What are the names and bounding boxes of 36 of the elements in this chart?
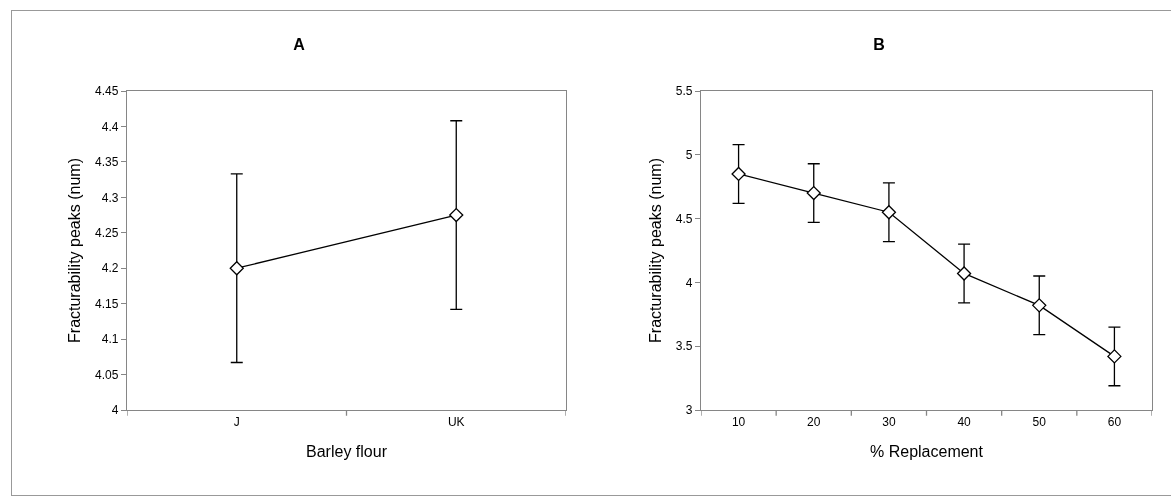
y-tick-label: 3.5 bbox=[675, 339, 693, 354]
x-tick-label: UK bbox=[447, 414, 465, 429]
x-tick-label: 50 bbox=[1032, 414, 1047, 429]
x-axis-title: % Replacement bbox=[870, 443, 984, 461]
y-tick-label: 4.15 bbox=[95, 296, 119, 311]
y-tick-label: 4 bbox=[111, 403, 119, 418]
x-tick-label: 60 bbox=[1107, 414, 1122, 429]
y-tick-label: 4.4 bbox=[101, 119, 119, 134]
point bbox=[731, 166, 746, 182]
chart-title: A bbox=[293, 36, 306, 54]
point bbox=[806, 185, 821, 201]
x-tick-label: 10 bbox=[731, 414, 746, 429]
x-tick-label: 30 bbox=[882, 414, 896, 429]
y-tick-label: 4.3 bbox=[101, 190, 119, 205]
y-tick-label: 4.5 bbox=[675, 211, 693, 226]
y-tick-label: 3 bbox=[685, 403, 693, 418]
point bbox=[956, 266, 972, 281]
y-axis-title: Fracturability peaks (num) bbox=[646, 158, 664, 343]
x-tick-label: J bbox=[233, 414, 240, 429]
y-tick-label: 4.35 bbox=[95, 155, 119, 170]
point bbox=[1032, 298, 1047, 313]
x-axis-title: Barley flour bbox=[306, 443, 388, 461]
chart-title: B bbox=[873, 36, 885, 54]
y-tick-label: 4.2 bbox=[101, 261, 119, 276]
y-tick-label: 4 bbox=[685, 275, 693, 290]
x-tick-label: 40 bbox=[957, 414, 972, 429]
x-tick-label: 20 bbox=[807, 414, 821, 429]
y-tick-label: 5 bbox=[685, 148, 693, 162]
point bbox=[1107, 349, 1122, 364]
y-tick-label: 4.05 bbox=[95, 367, 119, 382]
y-tick-label: 4.25 bbox=[95, 225, 119, 240]
y-axis-title: Fracturability peaks (num) bbox=[65, 158, 83, 343]
y-tick-label: 5.5 bbox=[675, 84, 693, 99]
y-tick-label: 4.45 bbox=[95, 84, 119, 99]
point bbox=[881, 205, 897, 220]
y-tick-label: 4.1 bbox=[101, 332, 119, 347]
